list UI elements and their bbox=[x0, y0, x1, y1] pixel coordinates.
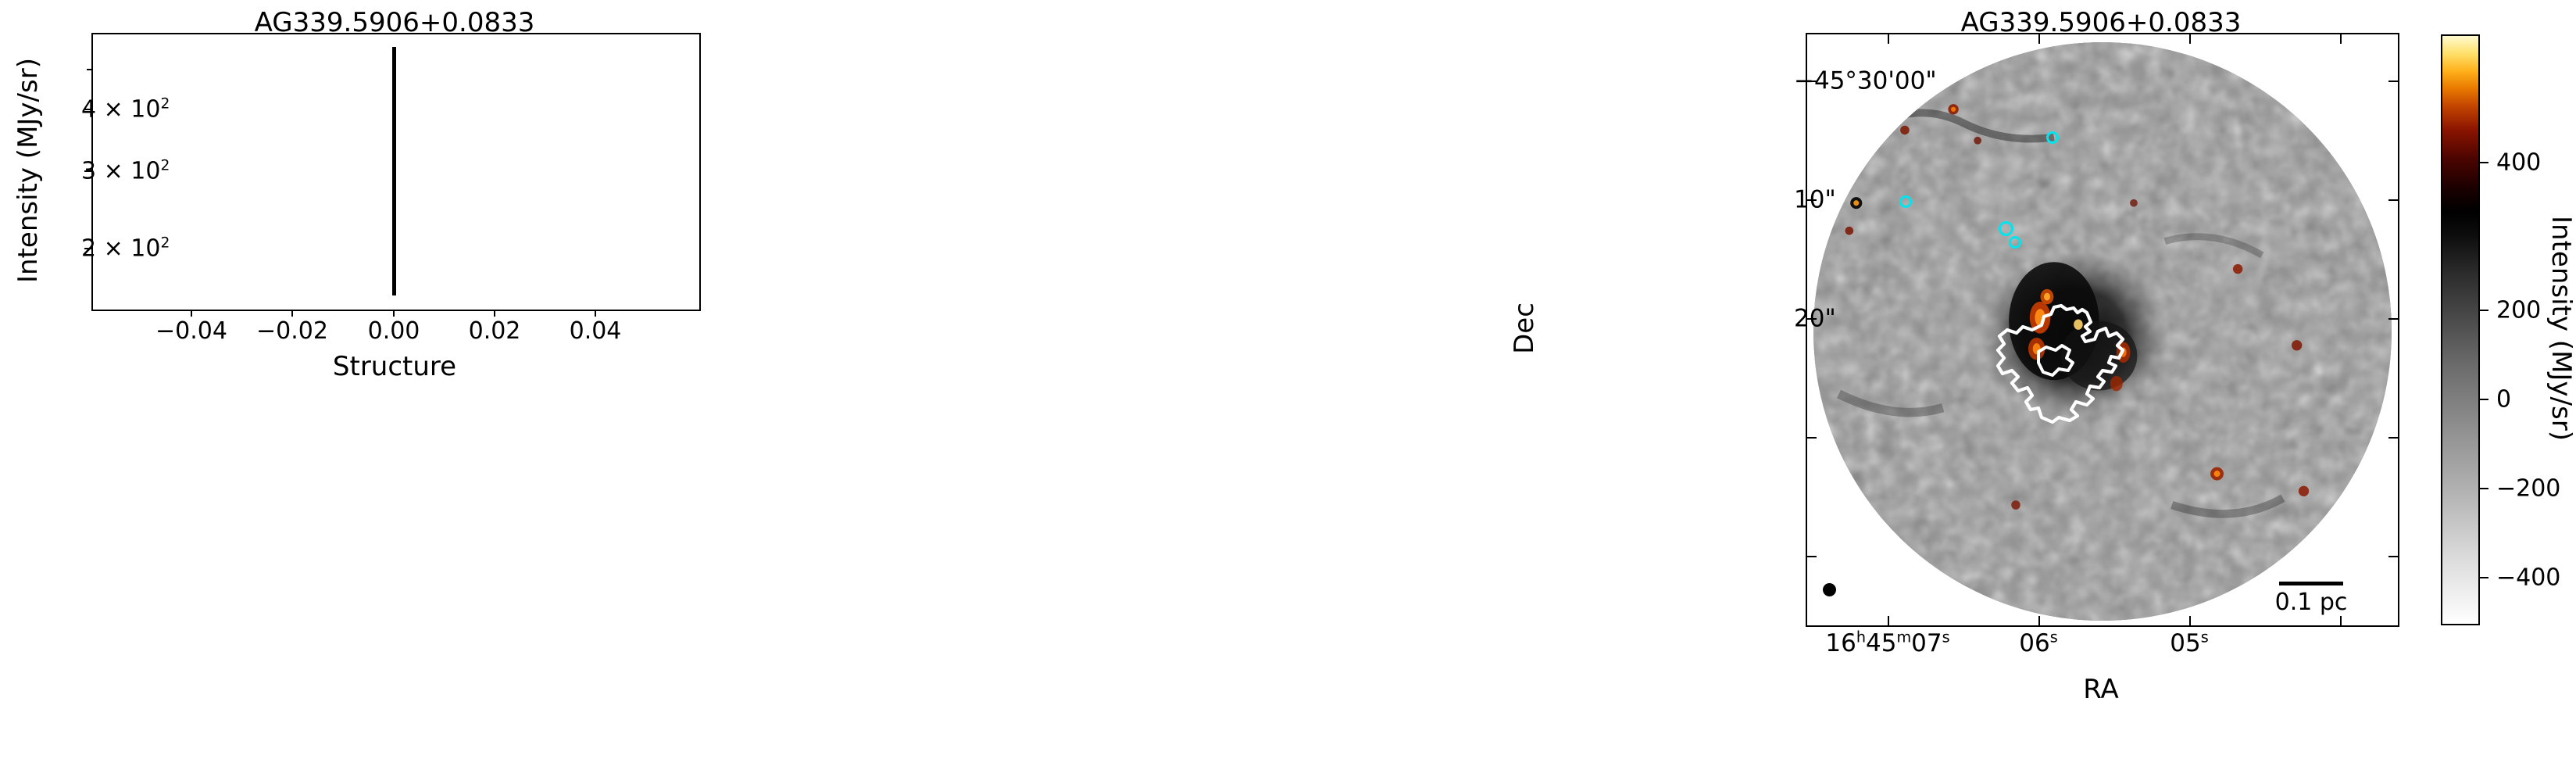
left-yticklabel-300-mantissa: 3 × 10 bbox=[81, 157, 161, 185]
scalebar-line bbox=[2279, 582, 2343, 585]
ra-2-s-superscript: s bbox=[2200, 628, 2209, 646]
left-xtick-0 bbox=[191, 310, 193, 317]
ra-0-minutes: 45 bbox=[1865, 629, 1897, 657]
colorbar-tick-200 bbox=[2478, 310, 2488, 312]
left-ytick-200 bbox=[84, 248, 91, 250]
left-xtick-3 bbox=[494, 310, 496, 317]
source-marker-4[interactable] bbox=[2009, 236, 2021, 249]
image-xtick-top-2 bbox=[2189, 34, 2192, 44]
left-yticklabel-300-exponent: 2 bbox=[160, 157, 170, 174]
ra-2-seconds: 05 bbox=[2170, 629, 2201, 657]
colorbar-label--200: −200 bbox=[2496, 474, 2561, 503]
image-xaxis-label: RA bbox=[2083, 674, 2119, 705]
field-of-view bbox=[1813, 42, 2392, 621]
left-xticklabel-2: 0.00 bbox=[367, 317, 420, 345]
image-ra-label-1: 06s bbox=[2019, 629, 2057, 657]
image-xtick-bottom-2 bbox=[2189, 616, 2192, 625]
continuum-image-axes: 0.1 pc bbox=[1806, 33, 2399, 627]
colorbar-tick--400 bbox=[2478, 577, 2488, 579]
left-yticklabel-200: 2 × 102 bbox=[81, 235, 170, 263]
image-ytick-left-1 bbox=[1807, 199, 1817, 202]
left-yaxis-label: Intensity (MJy/sr) bbox=[13, 58, 44, 283]
colorbar-tick-400 bbox=[2478, 162, 2488, 164]
left-xtick-2 bbox=[393, 310, 395, 317]
source-marker-3[interactable] bbox=[1999, 221, 2013, 236]
colorbar-label-0: 0 bbox=[2496, 385, 2512, 414]
left-panel-title: AG339.5906+0.0833 bbox=[254, 7, 535, 38]
left-plot-axes bbox=[91, 33, 701, 311]
image-dec-label-2: 20" bbox=[1794, 304, 1836, 333]
colorbar-tick--200 bbox=[2478, 488, 2488, 490]
ra-0-seconds: 07 bbox=[1911, 629, 1942, 657]
image-ytick-left-4 bbox=[1807, 556, 1817, 558]
left-yticklabel-400-exponent: 2 bbox=[160, 95, 170, 113]
image-xtick-top-1 bbox=[2038, 34, 2041, 44]
left-xtick-1 bbox=[291, 310, 294, 317]
left-yticklabel-400: 4 × 102 bbox=[81, 96, 170, 124]
ra-0-h-superscript: h bbox=[1856, 628, 1866, 646]
colorbar-label-200: 200 bbox=[2496, 296, 2542, 324]
left-xticklabel-3: 0.02 bbox=[468, 317, 521, 345]
synthesized-beam-ellipse bbox=[1823, 583, 1836, 596]
ra-1-seconds: 06 bbox=[2019, 629, 2050, 657]
image-ytick-right-2 bbox=[2388, 318, 2398, 320]
ra-1-s-superscript: s bbox=[2049, 628, 2058, 646]
colorbar-label-400: 400 bbox=[2496, 149, 2542, 177]
left-yticklabel-400-mantissa: 4 × 10 bbox=[81, 95, 161, 124]
colorbar-axis-label: Intensity (MJy/sr) bbox=[2546, 216, 2576, 441]
ra-0-hours: 16 bbox=[1825, 629, 1856, 657]
image-ytick-left-3 bbox=[1807, 437, 1817, 439]
image-ytick-right-0 bbox=[2388, 81, 2398, 83]
left-ytick-300 bbox=[84, 170, 91, 173]
left-ytick-minor-a bbox=[87, 69, 91, 71]
right-panel-title: AG339.5906+0.0833 bbox=[1960, 7, 2242, 38]
image-ytick-right-1 bbox=[2388, 199, 2398, 202]
colorbar-gradient bbox=[2441, 34, 2480, 625]
left-yticklabel-300: 3 × 102 bbox=[81, 158, 170, 185]
left-xtick-4 bbox=[595, 310, 597, 317]
ra-0-s-superscript: s bbox=[1942, 628, 1950, 646]
left-ytick-400 bbox=[84, 109, 91, 111]
image-ytick-right-3 bbox=[2388, 437, 2398, 439]
ra-0-m-superscript: m bbox=[1896, 628, 1912, 646]
left-yticklabel-200-exponent: 2 bbox=[160, 235, 170, 252]
image-ytick-right-4 bbox=[2388, 556, 2398, 558]
image-xtick-top-3 bbox=[2340, 34, 2342, 44]
image-ra-label-0: 16h45m07s bbox=[1825, 629, 1949, 657]
image-xtick-bottom-3 bbox=[2340, 616, 2342, 625]
dendrogram-trunk bbox=[392, 47, 396, 295]
left-xticklabel-0: −0.04 bbox=[155, 317, 227, 345]
colorbar-label--400: −400 bbox=[2496, 564, 2561, 592]
image-xtick-bottom-1 bbox=[2038, 616, 2041, 625]
continuum-noise-map bbox=[1813, 42, 2392, 621]
left-xaxis-label: Structure bbox=[332, 351, 457, 382]
image-xtick-bottom-0 bbox=[1888, 616, 1890, 625]
image-ytick-left-2 bbox=[1807, 318, 1817, 320]
colorbar-tick-0 bbox=[2478, 399, 2488, 401]
image-ytick-left-0 bbox=[1807, 81, 1817, 83]
image-ra-label-2: 05s bbox=[2170, 629, 2208, 657]
image-dec-label-0: −45°30'00" bbox=[1794, 66, 1937, 95]
left-xticklabel-1: −0.02 bbox=[256, 317, 328, 345]
image-xtick-top-0 bbox=[1888, 34, 1890, 44]
image-dec-label-1: 10" bbox=[1794, 185, 1836, 214]
source-marker-2[interactable] bbox=[1899, 195, 1912, 208]
left-yticklabel-200-mantissa: 2 × 10 bbox=[81, 235, 161, 263]
left-xticklabel-4: 0.04 bbox=[569, 317, 622, 345]
scalebar-label: 0.1 pc bbox=[2274, 589, 2348, 616]
image-yaxis-label: Dec bbox=[1509, 303, 1540, 354]
source-marker-1[interactable] bbox=[2046, 131, 2059, 144]
